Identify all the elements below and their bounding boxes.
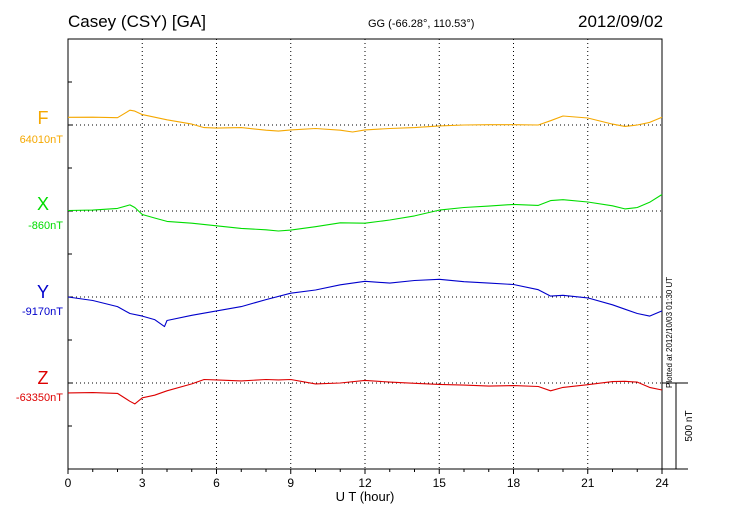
series-line-y: [67, 278, 663, 328]
x-tick-label: 21: [581, 476, 595, 490]
baseline-value-f: 64010nT: [20, 134, 64, 146]
baseline-value-z: -63350nT: [16, 392, 63, 404]
x-tick-label: 0: [65, 476, 72, 490]
x-axis-title: U T (hour): [336, 489, 395, 504]
component-label-x: X: [37, 194, 49, 214]
x-tick-label: 18: [507, 476, 521, 490]
station-coords: GG (-66.28°, 110.53°): [368, 18, 475, 30]
x-tick-label: 12: [358, 476, 372, 490]
x-tick-label: 6: [213, 476, 220, 490]
series-line-f: [67, 109, 663, 133]
series-line-x: [67, 194, 663, 232]
chart-date: 2012/09/02: [578, 12, 664, 31]
x-tick-label: 3: [139, 476, 146, 490]
x-tick-label: 15: [433, 476, 447, 490]
x-tick-label: 24: [655, 476, 669, 490]
chart-title: Casey (CSY) [GA]: [68, 12, 206, 31]
series-line-z: [67, 378, 663, 405]
baseline-value-y: -9170nT: [22, 306, 63, 318]
component-label-y: Y: [37, 282, 49, 302]
x-tick-label: 9: [287, 476, 294, 490]
scale-bar-label: 500 nT: [684, 410, 695, 441]
baseline-value-x: -860nT: [28, 220, 63, 232]
component-label-f: F: [38, 108, 49, 128]
component-label-z: Z: [38, 368, 49, 388]
